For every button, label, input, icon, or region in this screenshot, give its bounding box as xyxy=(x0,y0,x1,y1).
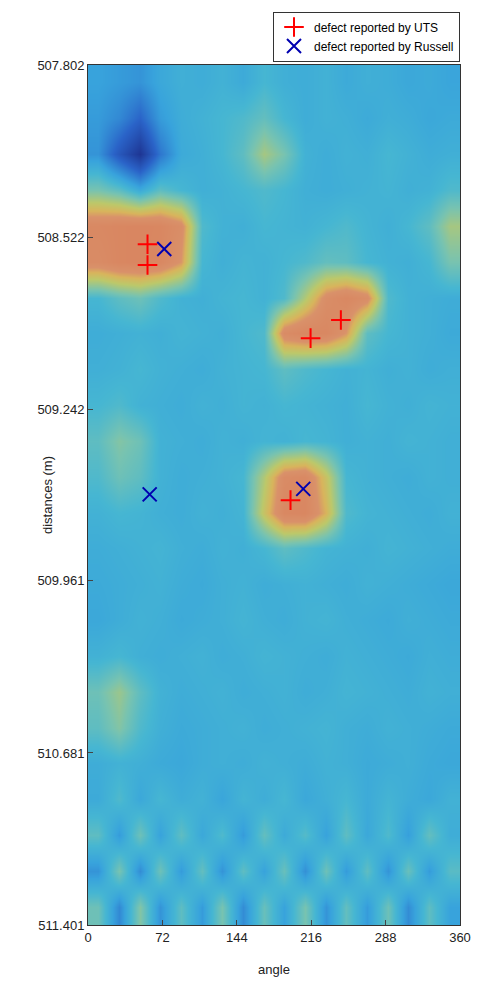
svg-text:angle: angle xyxy=(258,962,290,977)
svg-text:507.802: 507.802 xyxy=(37,58,84,73)
svg-text:509.961: 509.961 xyxy=(37,573,84,588)
svg-text:216: 216 xyxy=(300,930,322,945)
svg-text:509.242: 509.242 xyxy=(37,402,84,417)
svg-text:144: 144 xyxy=(226,930,248,945)
svg-text:288: 288 xyxy=(375,930,397,945)
svg-text:distances (m): distances (m) xyxy=(40,456,55,534)
svg-text:510.681: 510.681 xyxy=(37,746,84,761)
svg-text:0: 0 xyxy=(84,930,91,945)
svg-text:defect reported by Russell: defect reported by Russell xyxy=(314,40,453,54)
svg-text:72: 72 xyxy=(155,930,169,945)
svg-text:511.401: 511.401 xyxy=(38,918,84,933)
svg-text:defect reported by UTS: defect reported by UTS xyxy=(314,21,438,35)
svg-text:360: 360 xyxy=(449,930,471,945)
svg-text:508.522: 508.522 xyxy=(37,230,84,245)
